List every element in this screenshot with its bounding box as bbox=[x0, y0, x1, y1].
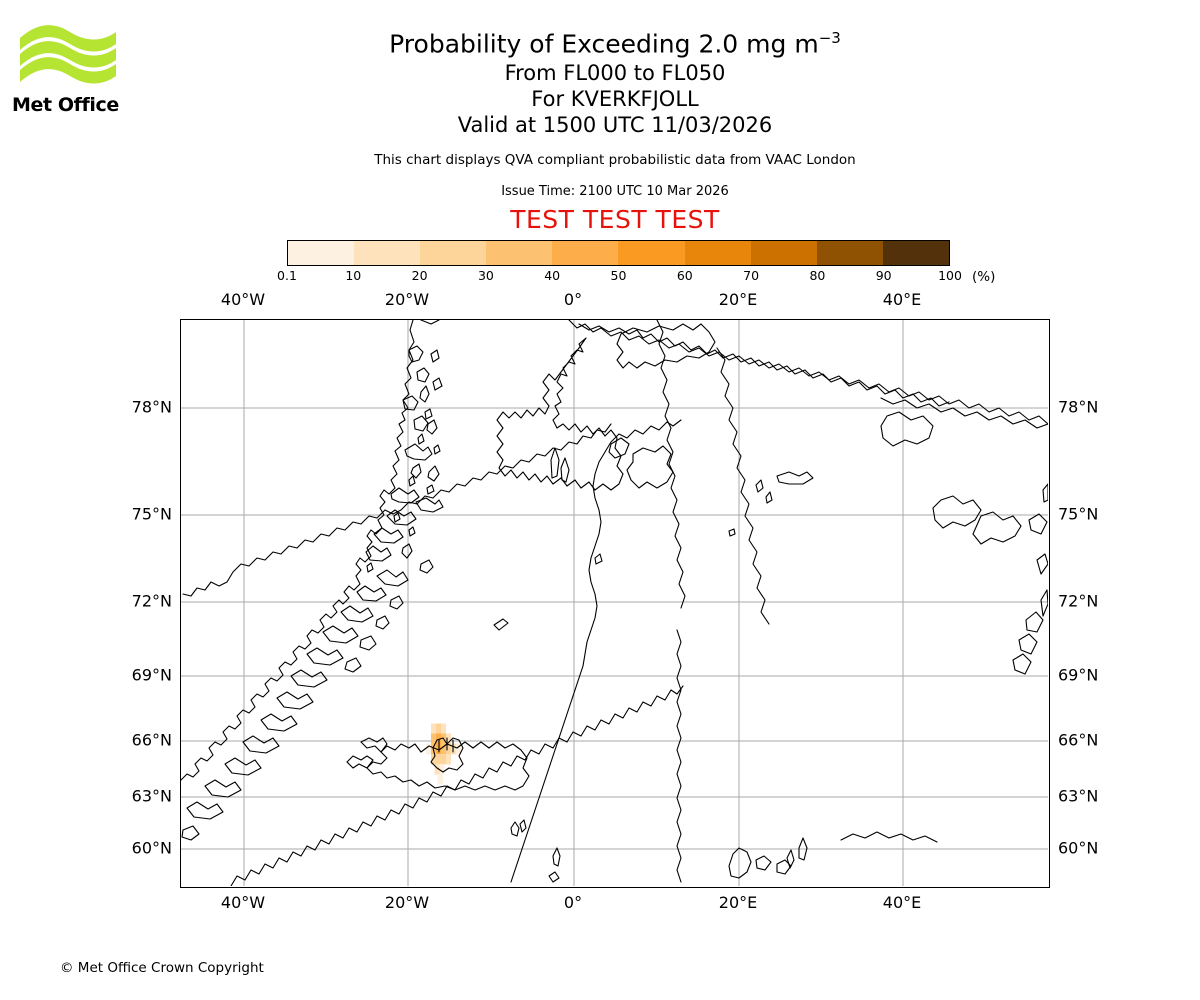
lat-label-left-72°N: 72°N bbox=[131, 591, 172, 611]
plume-cell bbox=[441, 753, 447, 765]
colorbar-unit-label: (%) bbox=[972, 269, 996, 285]
lat-label-right-63°N: 63°N bbox=[1058, 786, 1099, 806]
plume-cell bbox=[445, 753, 452, 765]
plume-cell bbox=[431, 753, 437, 765]
plume-cell bbox=[431, 733, 437, 745]
chart-header: Probability of Exceeding 2.0 mg m−3 From… bbox=[180, 22, 1050, 234]
colorbar-tick-60: 60 bbox=[676, 268, 693, 283]
colorbar-tick-70: 70 bbox=[743, 268, 760, 283]
met-office-wave-icon bbox=[20, 25, 116, 84]
plume-cell bbox=[426, 743, 432, 755]
plume-cell bbox=[439, 763, 445, 775]
valid-time-label: Valid at 1500 UTC 11/03/2026 bbox=[457, 113, 773, 138]
map-coastlines bbox=[181, 320, 1048, 886]
lat-label-right-78°N: 78°N bbox=[1058, 397, 1099, 417]
colorbar-tick-90: 90 bbox=[875, 268, 892, 283]
plume-cell bbox=[434, 763, 440, 775]
plume-cell bbox=[436, 733, 442, 745]
colorbar-band-50-60 bbox=[618, 241, 685, 265]
copyright-notice: © Met Office Crown Copyright bbox=[60, 960, 264, 976]
plume-cell bbox=[455, 743, 461, 755]
colorbar-band-30-40 bbox=[486, 241, 553, 265]
plume-cell bbox=[431, 723, 437, 734]
lon-label-bottom-20°W: 20°W bbox=[384, 893, 430, 912]
colorbar bbox=[287, 240, 950, 266]
page-title: Probability of Exceeding 2.0 mg m−3 bbox=[180, 22, 1050, 60]
colorbar-band-90-100 bbox=[882, 241, 949, 265]
colorbar-band-40-50 bbox=[552, 241, 619, 265]
plume-cell bbox=[437, 774, 443, 785]
colorbar-band-20-30 bbox=[420, 241, 487, 265]
colorbar-tick-30: 30 bbox=[477, 268, 494, 283]
lat-label-left-78°N: 78°N bbox=[131, 397, 172, 417]
colorbar-tick-80: 80 bbox=[809, 268, 826, 283]
lon-label-bottom-0°: 0° bbox=[563, 893, 583, 912]
colorbar-band-60-70 bbox=[684, 241, 751, 265]
lon-label-top-0°: 0° bbox=[563, 290, 583, 309]
lat-label-left-75°N: 75°N bbox=[131, 504, 172, 524]
lat-label-right-60°N: 60°N bbox=[1058, 838, 1099, 858]
flight-level-label: From FL000 to FL050 bbox=[504, 61, 726, 86]
lon-label-bottom-20°E: 20°E bbox=[718, 893, 758, 912]
plume-cell bbox=[445, 733, 452, 745]
colorbar-tick-50: 50 bbox=[610, 268, 627, 283]
plume-cell bbox=[436, 723, 442, 734]
lat-label-left-69°N: 69°N bbox=[131, 665, 172, 685]
map-svg bbox=[181, 320, 1048, 886]
volcano-label: For KVERKFJOLL bbox=[531, 87, 699, 112]
met-office-wordmark: Met Office bbox=[12, 94, 119, 116]
issue-time-label: Issue Time: 2100 UTC 10 Mar 2026 bbox=[501, 184, 729, 200]
map-gridlines bbox=[181, 320, 1048, 886]
colorbar-band-10-20 bbox=[354, 241, 421, 265]
lat-label-left-66°N: 66°N bbox=[131, 730, 172, 750]
plume-cell bbox=[436, 753, 442, 765]
colorbar-band-0.1-10 bbox=[288, 241, 355, 265]
colorbar-tick-100: 100 bbox=[938, 268, 962, 283]
lat-label-right-72°N: 72°N bbox=[1058, 591, 1099, 611]
colorbar-band-80-90 bbox=[816, 241, 883, 265]
colorbar-gradient bbox=[287, 240, 950, 266]
plume-cell bbox=[441, 723, 447, 734]
lon-label-top-40°W: 40°W bbox=[220, 290, 266, 309]
lat-label-left-63°N: 63°N bbox=[131, 786, 172, 806]
colorbar-tick-0.1: 0.1 bbox=[277, 268, 297, 283]
plume-cell bbox=[441, 743, 447, 755]
lat-label-right-75°N: 75°N bbox=[1058, 504, 1099, 524]
map-plot-area[interactable] bbox=[180, 319, 1050, 888]
lon-label-top-20°E: 20°E bbox=[718, 290, 758, 309]
lon-label-top-40°E: 40°E bbox=[882, 290, 922, 309]
colorbar-tick-40: 40 bbox=[544, 268, 561, 283]
lon-label-bottom-40°W: 40°W bbox=[220, 893, 266, 912]
lat-label-right-66°N: 66°N bbox=[1058, 730, 1099, 750]
met-office-logo: Met Office bbox=[12, 20, 122, 116]
colorbar-tick-20: 20 bbox=[411, 268, 428, 283]
plume-cell bbox=[445, 743, 452, 755]
ash-probability-plume bbox=[426, 723, 461, 785]
lat-label-left-60°N: 60°N bbox=[131, 838, 172, 858]
title-text: Probability of Exceeding 2.0 mg m bbox=[389, 29, 819, 59]
lat-label-right-69°N: 69°N bbox=[1058, 665, 1099, 685]
colorbar-band-70-80 bbox=[750, 241, 817, 265]
qva-disclaimer: This chart displays QVA compliant probab… bbox=[374, 152, 856, 169]
colorbar-tick-10: 10 bbox=[345, 268, 362, 283]
lon-label-top-20°W: 20°W bbox=[384, 290, 430, 309]
colorbar-ticks: 0.1 10 20 30 40 50 60 70 80 90 100 bbox=[277, 268, 962, 286]
test-banner: TEST TEST TEST bbox=[510, 205, 720, 235]
lon-label-bottom-40°E: 40°E bbox=[882, 893, 922, 912]
title-exponent: −3 bbox=[818, 29, 841, 47]
